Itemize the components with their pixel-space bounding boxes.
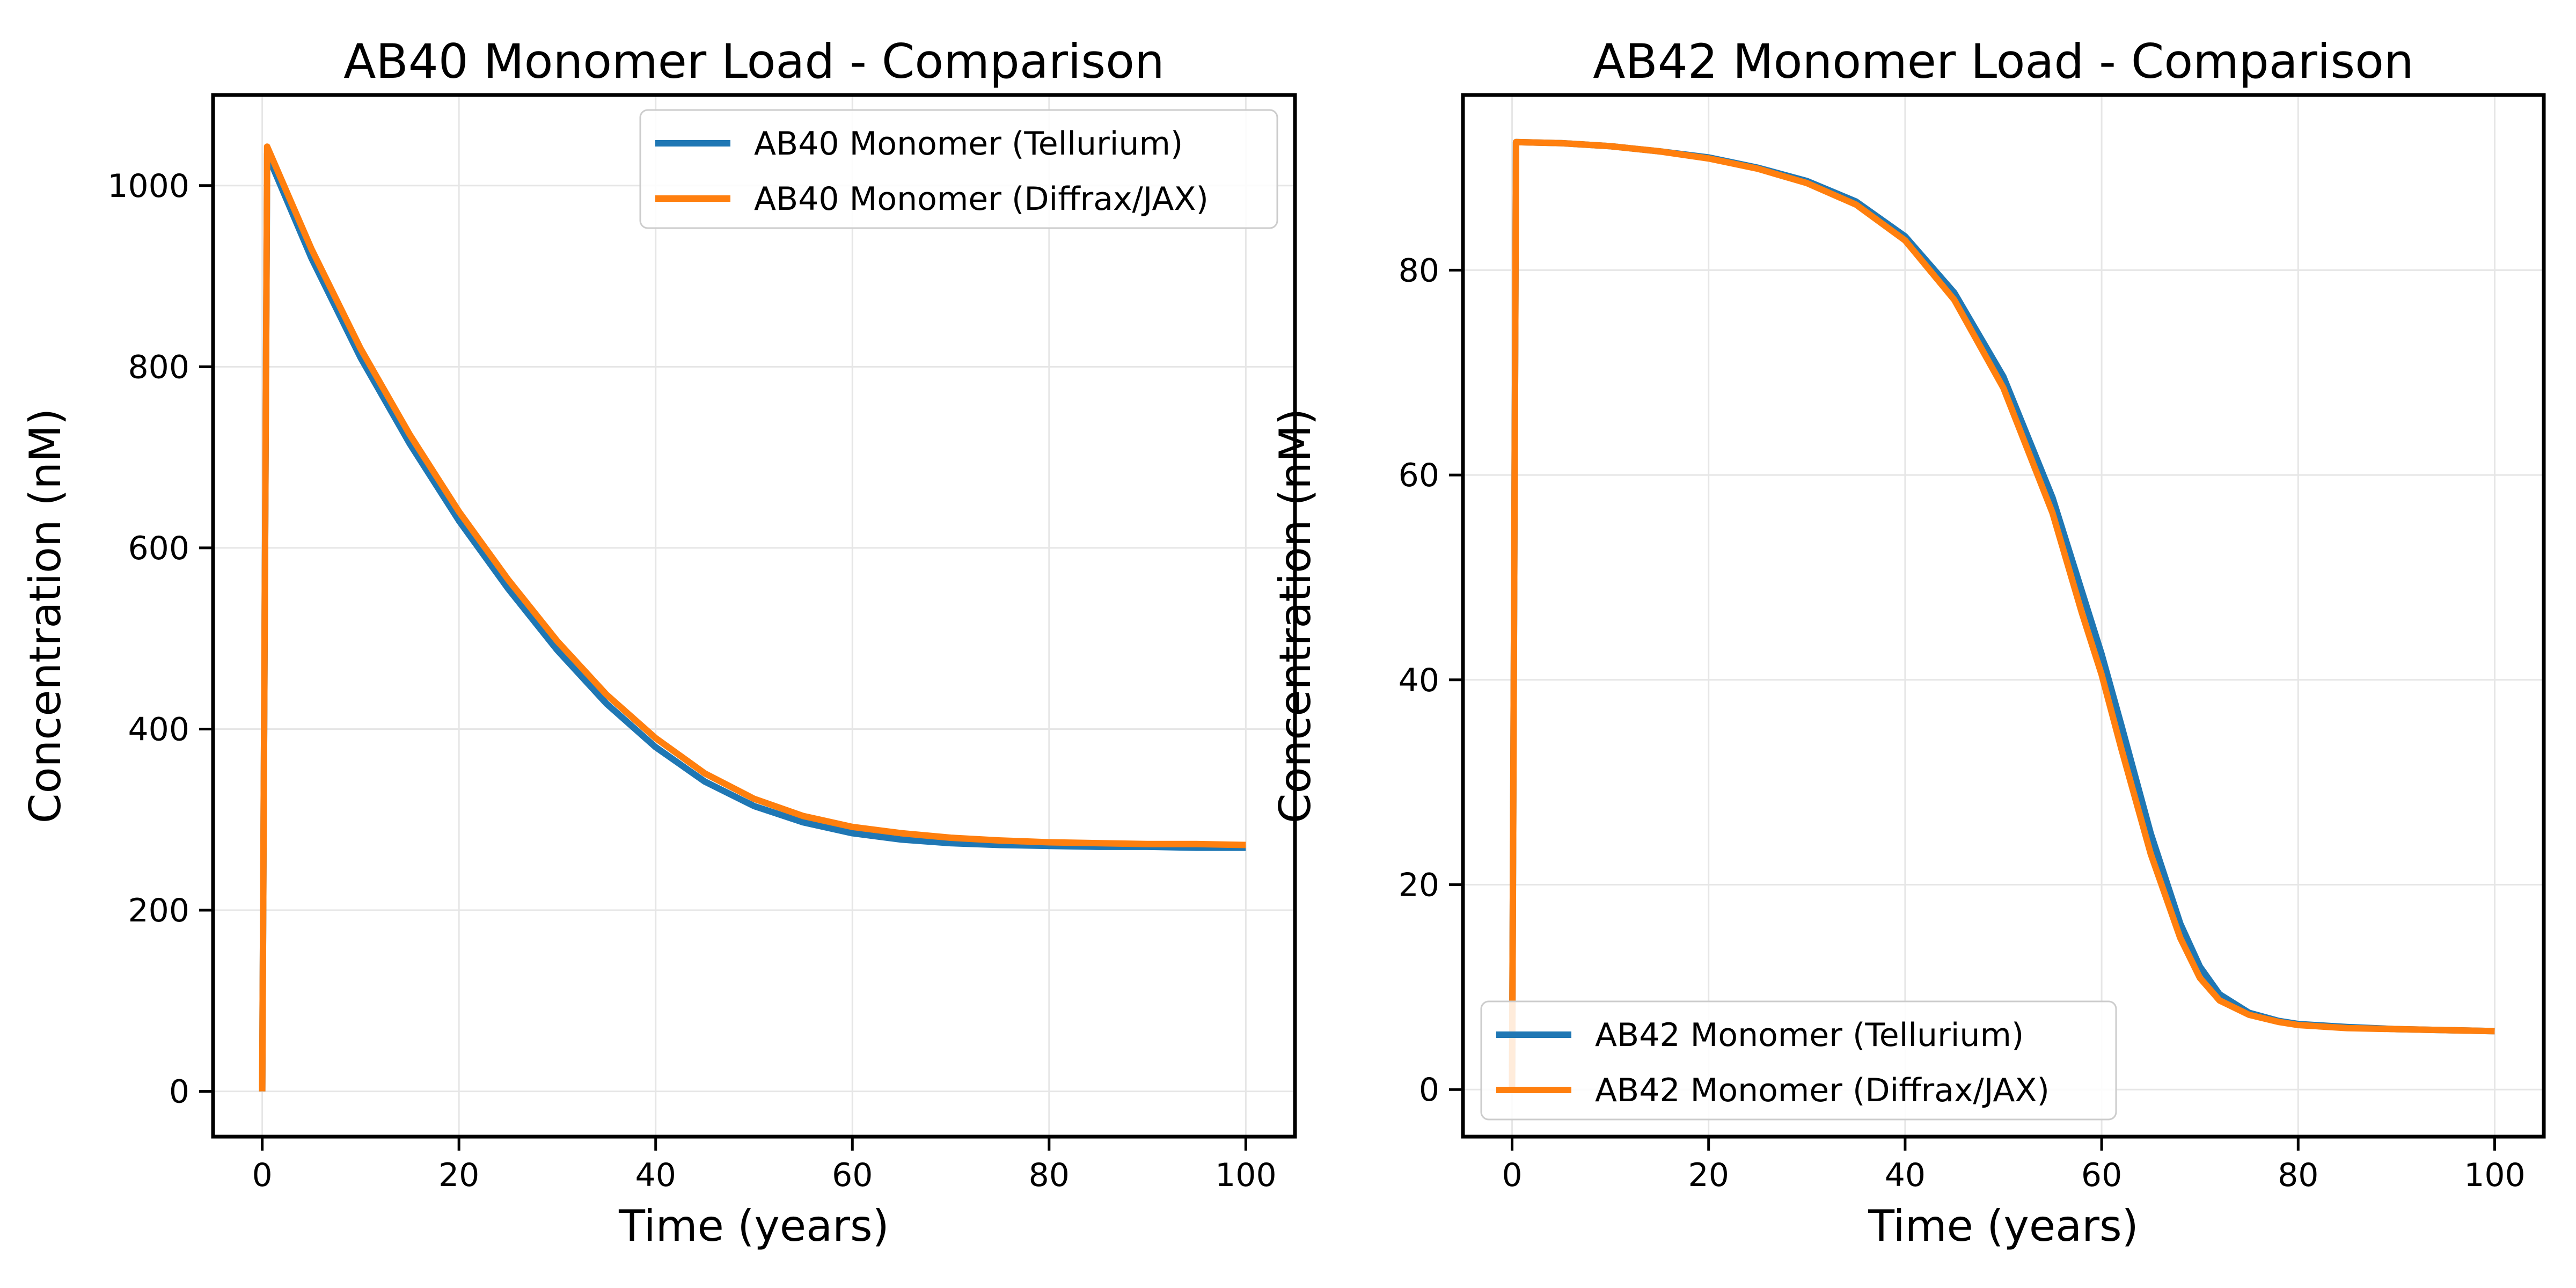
y-tick-label: 400	[128, 711, 189, 748]
x-tick-label: 100	[1215, 1157, 1277, 1194]
legend: AB40 Monomer (Tellurium) AB40 Monomer (Di…	[639, 109, 1278, 229]
y-tick-label: 20	[1399, 866, 1439, 904]
legend-label: AB40 Monomer (Diffrax/JAX)	[754, 180, 1209, 218]
y-tick-label: 800	[128, 348, 189, 386]
x-tick-label: 60	[2081, 1157, 2122, 1194]
x-tick-label: 40	[635, 1157, 676, 1194]
legend-box	[639, 109, 1278, 229]
x-axis-label: Time (years)	[1868, 1201, 2139, 1251]
x-tick-label: 0	[1502, 1157, 1522, 1194]
chart-panel-2: 0 20 40 60 80 100 0 20 40 60 80 AB42 Monomer Load -…	[1270, 34, 2546, 1251]
chart-title: AB40 Monomer Load - Comparison	[343, 34, 1165, 89]
x-tick-label: 20	[438, 1157, 479, 1194]
series-line-diffrax	[259, 143, 1246, 1092]
legend-box	[1480, 1000, 2117, 1121]
y-tick-label: 40	[1399, 662, 1439, 699]
x-tick-label: 100	[2464, 1157, 2526, 1194]
x-tick-label: 0	[252, 1157, 273, 1194]
y-tick-label: 200	[128, 892, 189, 930]
y-tick-label: 80	[1399, 252, 1439, 289]
series-line-diffrax	[1509, 138, 2495, 1090]
legend-label: AB40 Monomer (Tellurium)	[754, 125, 1183, 163]
legend-label: AB42 Monomer (Diffrax/JAX)	[1595, 1072, 2050, 1109]
axes-frame	[211, 93, 1297, 1139]
chart-title: AB42 Monomer Load - Comparison	[1593, 34, 2414, 89]
y-tick-label: 0	[169, 1073, 189, 1111]
series-line-tellurium	[1509, 138, 2495, 1090]
y-tick-label: 60	[1399, 457, 1439, 494]
legend: AB42 Monomer (Tellurium) AB42 Monomer (Di…	[1480, 1000, 2117, 1121]
series-line-tellurium	[259, 150, 1246, 1092]
x-tick-label: 80	[2278, 1157, 2318, 1194]
y-tick-label: 1000	[107, 167, 189, 205]
x-tick-label: 40	[1885, 1157, 1926, 1194]
axes-frame	[1461, 93, 2546, 1139]
y-axis-label: Concentration (nM)	[20, 408, 70, 824]
x-tick-label: 80	[1029, 1157, 1070, 1194]
x-tick-label: 20	[1688, 1157, 1729, 1194]
legend-label: AB42 Monomer (Tellurium)	[1595, 1016, 2024, 1054]
y-tick-label: 0	[1419, 1071, 1439, 1109]
x-axis-label: Time (years)	[618, 1201, 889, 1251]
y-axis-label: Concentration (nM)	[1270, 408, 1320, 824]
x-tick-label: 60	[832, 1157, 873, 1194]
y-tick-label: 600	[128, 530, 189, 567]
